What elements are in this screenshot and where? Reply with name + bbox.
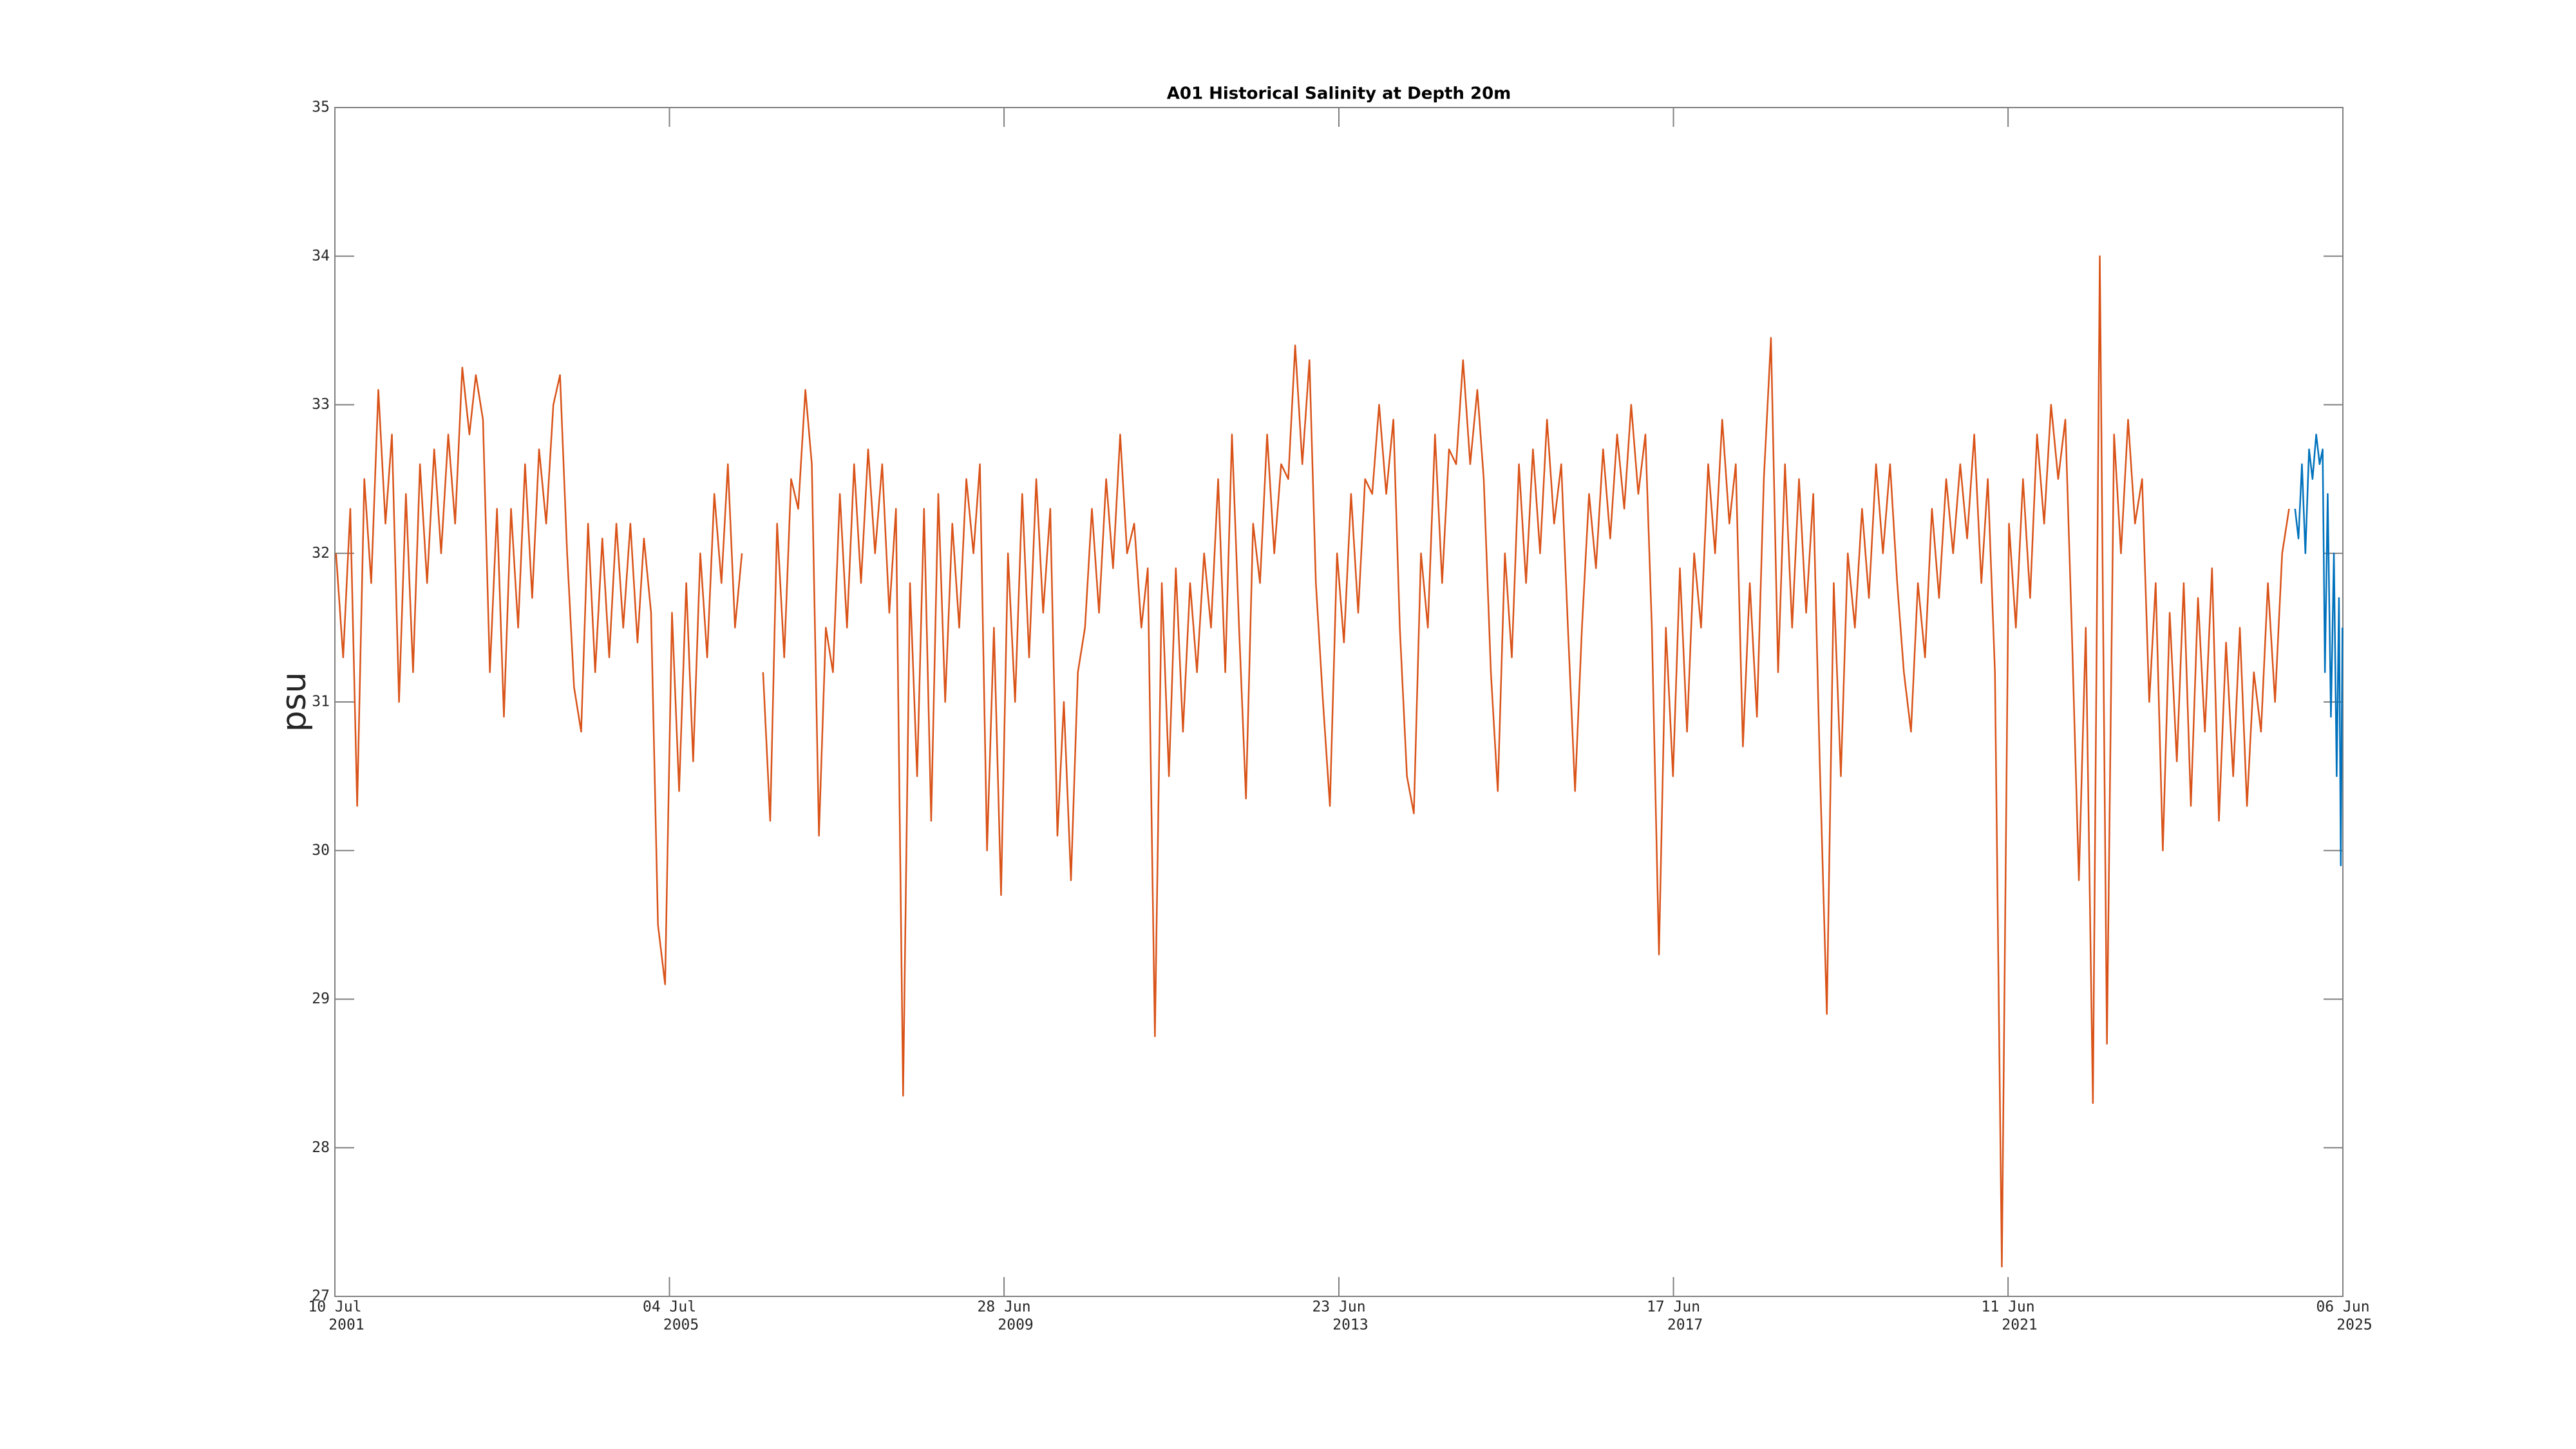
y-tick-label: 27 <box>312 1288 330 1305</box>
y-tick-label: 34 <box>312 247 330 264</box>
y-tick-label: 31 <box>312 694 330 710</box>
y-tick-label: 32 <box>312 545 330 562</box>
x-tick-label: 2001 <box>328 1317 364 1334</box>
y-tick-label: 29 <box>312 990 330 1007</box>
x-tick-label: 2017 <box>1667 1317 1703 1334</box>
data-line <box>335 255 2290 1268</box>
x-tick-label: 04 Jul <box>643 1299 696 1316</box>
x-tick-label: 06 Jun <box>2316 1299 2369 1316</box>
chart-title: A01 Historical Salinity at Depth 20m <box>1167 84 1511 104</box>
x-tick-label: 10 Jul <box>308 1299 361 1316</box>
x-tick-label: 2021 <box>2002 1317 2037 1334</box>
y-tick-label: 28 <box>312 1139 330 1156</box>
x-tick-label: 2005 <box>663 1317 699 1334</box>
y-axis-label: psu <box>275 672 314 732</box>
y-tick-label: 33 <box>312 396 330 413</box>
x-tick-label: 2009 <box>998 1317 1033 1334</box>
x-tick-label: 11 Jun <box>1982 1299 2035 1316</box>
x-tick-label: 23 Jun <box>1312 1299 1365 1316</box>
x-tick-label: 2025 <box>2336 1317 2372 1334</box>
x-tick-label: 17 Jun <box>1647 1299 1700 1316</box>
data-line <box>2294 433 2344 867</box>
y-tick-label: 30 <box>312 842 330 858</box>
y-tick-label: 35 <box>312 99 330 116</box>
x-tick-label: 28 Jun <box>978 1299 1031 1316</box>
x-tick-label: 2013 <box>1332 1317 1368 1334</box>
